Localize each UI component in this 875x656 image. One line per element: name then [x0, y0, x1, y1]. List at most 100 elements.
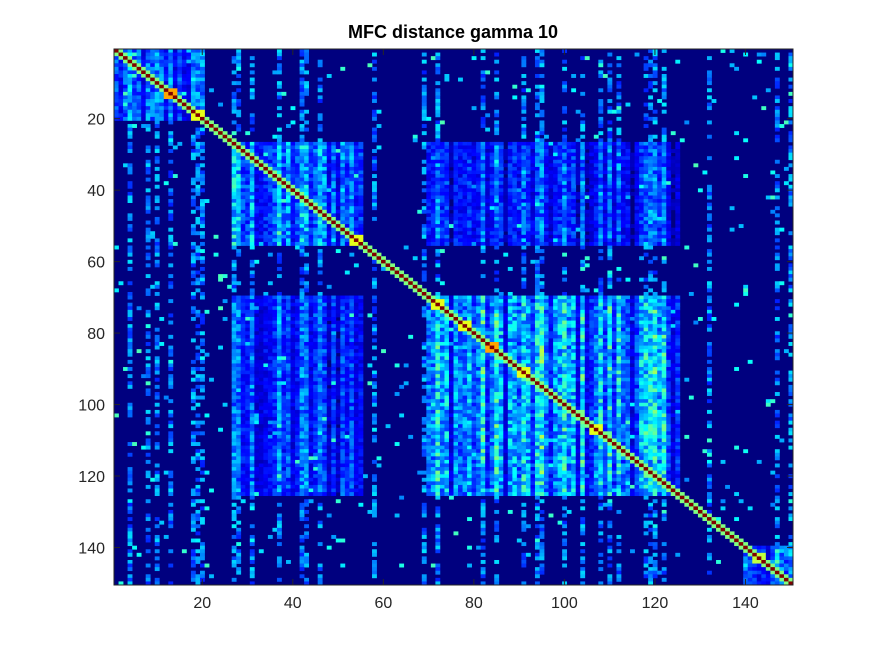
heatmap-cell — [281, 224, 287, 229]
heatmap-cell — [272, 170, 278, 175]
heatmap-cell — [317, 145, 323, 150]
heatmap-cell — [358, 313, 364, 318]
heatmap-cell — [489, 241, 495, 246]
heatmap-cell — [231, 277, 237, 282]
heatmap-cell — [331, 320, 337, 325]
heatmap-cell — [114, 52, 119, 57]
heatmap-cell — [788, 256, 794, 261]
heatmap-cell — [439, 202, 445, 207]
heatmap-cell — [290, 106, 296, 111]
heatmap-cell — [648, 152, 654, 157]
heatmap-cell — [177, 56, 183, 61]
heatmap-cell — [598, 141, 604, 146]
heatmap-cell — [295, 191, 300, 196]
heatmap-cell — [172, 109, 178, 114]
heatmap-cell — [616, 177, 622, 182]
heatmap-cell — [602, 170, 608, 175]
heatmap-cell — [544, 184, 549, 189]
heatmap-cell — [580, 141, 586, 146]
heatmap-cell — [172, 95, 178, 100]
heatmap-cell — [534, 263, 540, 268]
heatmap-cell — [530, 152, 536, 157]
heatmap-cell — [430, 320, 436, 325]
heatmap-cell — [666, 238, 672, 243]
heatmap-cell — [322, 145, 328, 150]
heatmap-cell — [580, 120, 586, 125]
heatmap-cell — [553, 141, 558, 146]
heatmap-cell — [774, 206, 780, 211]
heatmap-cell — [132, 70, 137, 75]
heatmap-cell — [625, 195, 631, 200]
heatmap-cell — [476, 159, 482, 164]
heatmap-cell — [181, 52, 187, 57]
heatmap-cell — [476, 224, 482, 229]
heatmap-cell — [553, 202, 558, 207]
heatmap-cell — [272, 231, 278, 236]
heatmap-cell — [181, 91, 187, 96]
heatmap-cell — [471, 324, 477, 329]
heatmap-cell — [602, 184, 608, 189]
heatmap-cell — [620, 227, 626, 232]
heatmap-cell — [186, 49, 192, 53]
heatmap-cell — [154, 252, 160, 257]
heatmap-cell — [670, 309, 676, 314]
heatmap-cell — [136, 106, 142, 111]
heatmap-cell — [562, 209, 568, 214]
heatmap-cell — [607, 202, 613, 207]
heatmap-cell — [249, 216, 255, 221]
heatmap-cell — [507, 141, 513, 146]
heatmap-cell — [539, 120, 545, 125]
heatmap-cell — [304, 152, 309, 157]
heatmap-cell — [489, 166, 495, 171]
heatmap-cell — [236, 156, 242, 161]
heatmap-cell — [276, 291, 282, 296]
heatmap-cell — [620, 199, 626, 203]
heatmap-cell — [195, 52, 201, 57]
heatmap-cell — [471, 156, 477, 161]
heatmap-cell — [467, 309, 472, 314]
heatmap-cell — [611, 317, 617, 321]
heatmap-cell — [584, 209, 590, 214]
heatmap-cell — [358, 241, 364, 246]
heatmap-cell — [648, 116, 654, 121]
heatmap-cell — [299, 66, 305, 71]
heatmap-cell — [625, 177, 631, 182]
heatmap-cell — [299, 249, 305, 254]
heatmap-cell — [335, 145, 341, 150]
heatmap-cell — [444, 299, 450, 304]
heatmap-cell — [127, 163, 133, 168]
heatmap-cell — [661, 127, 667, 132]
heatmap-cell — [430, 145, 436, 150]
heatmap-cell — [168, 138, 174, 143]
heatmap-cell — [539, 231, 545, 236]
heatmap-cell — [675, 302, 681, 307]
heatmap-cell — [154, 206, 160, 211]
heatmap-cell — [584, 166, 590, 171]
heatmap-cell — [512, 309, 518, 314]
heatmap-cell — [145, 234, 151, 239]
heatmap-cell — [326, 163, 332, 168]
heatmap-cell — [706, 324, 712, 329]
heatmap-cell — [661, 88, 667, 93]
heatmap-cell — [616, 199, 622, 203]
heatmap-cell — [367, 63, 373, 68]
heatmap-cell — [553, 302, 558, 307]
heatmap-cell — [200, 131, 205, 136]
heatmap-cell — [507, 238, 513, 243]
heatmap-cell — [335, 209, 341, 214]
heatmap-cell — [349, 334, 355, 339]
heatmap-cell — [467, 216, 472, 221]
heatmap-cell — [548, 238, 554, 243]
heatmap-cell — [335, 241, 341, 246]
heatmap-cell — [281, 334, 287, 339]
heatmap-cell — [276, 216, 282, 221]
heatmap-cell — [589, 331, 595, 336]
heatmap-cell — [494, 299, 500, 304]
heatmap-cell — [290, 313, 296, 318]
heatmap-cell — [648, 324, 654, 329]
heatmap-cell — [553, 313, 558, 318]
heatmap-cell — [539, 95, 545, 100]
heatmap-cell — [607, 174, 613, 178]
heatmap-cell — [571, 188, 577, 193]
heatmap-cell — [498, 299, 504, 304]
